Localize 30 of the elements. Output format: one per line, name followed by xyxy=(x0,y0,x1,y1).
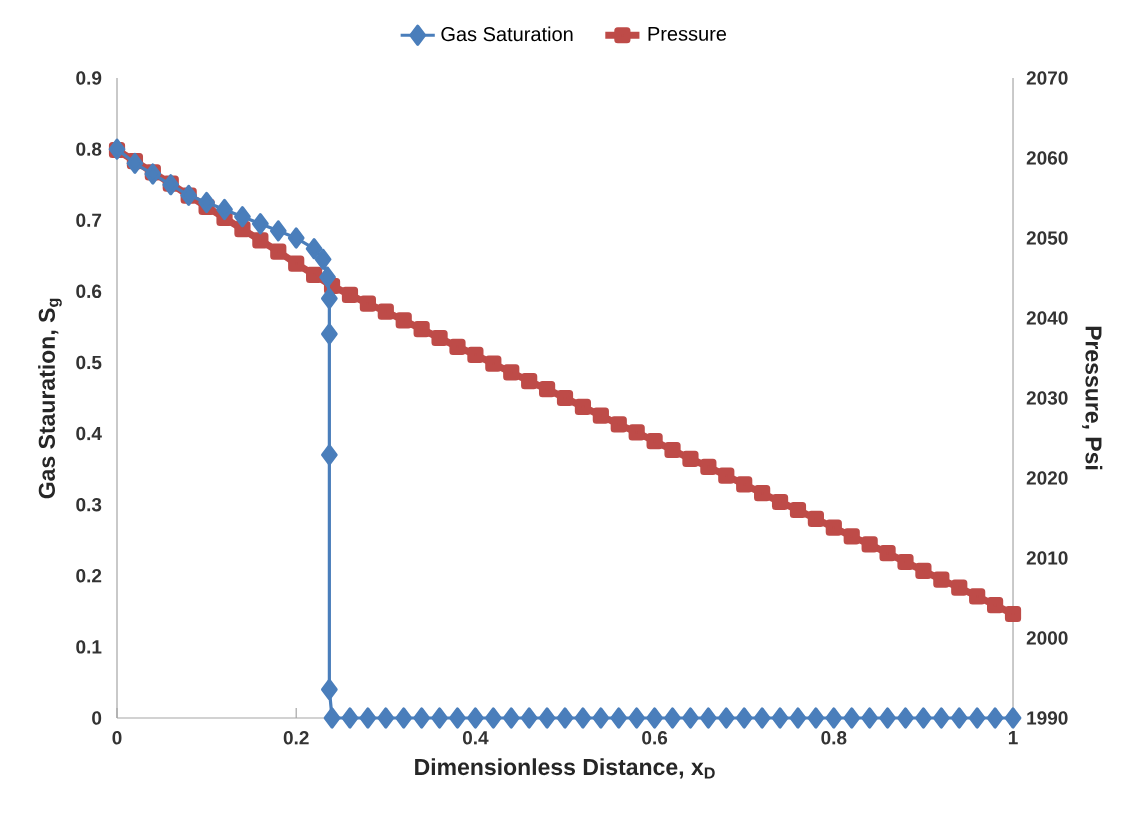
y-tick-label: 0.2 xyxy=(76,569,102,583)
y2-tick-label: 2070 xyxy=(1026,71,1068,85)
y-tick-label: 0.6 xyxy=(76,284,102,299)
x-tick-label: 0 xyxy=(112,731,122,745)
y2-tick-label: 2030 xyxy=(1026,391,1068,405)
y2-tick-label: 2000 xyxy=(1026,631,1068,645)
y-tick-label: 0.1 xyxy=(76,640,102,654)
y2-tick-label: 2060 xyxy=(1026,151,1068,165)
y-tick-label: 0.8 xyxy=(76,142,102,156)
y-axis-title: Gas Stauration, S$_{g}$ xyxy=(38,298,62,499)
y-tick-label: 0.3 xyxy=(76,497,102,512)
y-tick-label: 0.4 xyxy=(76,426,102,441)
legend-label: Pressure xyxy=(648,26,727,41)
y2-axis-title: Pressure, Psi xyxy=(1082,326,1103,470)
legend-label: Gas Saturation xyxy=(441,26,573,42)
x-axis-title: Dimensionless Distance, x$_{D}$ xyxy=(415,758,715,779)
y-tick-label: 0.9 xyxy=(76,71,102,85)
y2-tick-label: 2040 xyxy=(1026,311,1068,325)
x-tick-label: 0.4 xyxy=(462,731,489,745)
y-tick-label: 0.7 xyxy=(76,213,102,227)
x-tick-label: 0.2 xyxy=(283,731,309,745)
y2-tick-label: 2010 xyxy=(1026,551,1068,565)
y2-tick-label: 1990 xyxy=(1027,711,1068,725)
y2-tick-label: 2020 xyxy=(1026,471,1068,485)
x-tick-label: 0.6 xyxy=(642,731,668,745)
x-tick-label: 0.8 xyxy=(821,731,847,745)
y-tick-label: 0.5 xyxy=(76,355,102,370)
x-tick-label: 1 xyxy=(1008,731,1018,745)
y-tick-label: 0 xyxy=(92,711,102,725)
y2-tick-label: 2050 xyxy=(1026,231,1068,245)
